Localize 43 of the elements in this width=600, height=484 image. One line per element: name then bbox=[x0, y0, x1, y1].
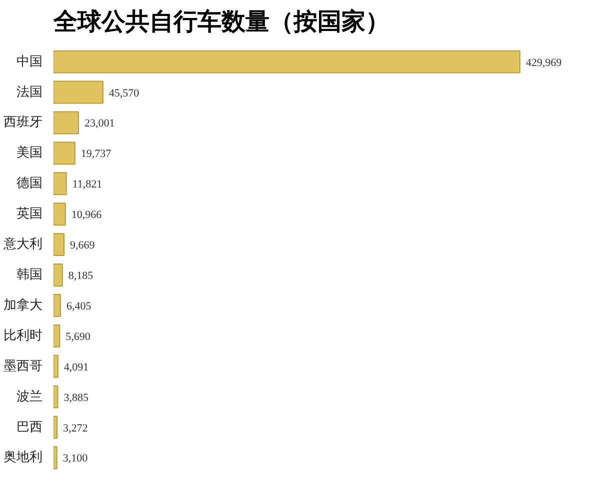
data-label: 10,966 bbox=[71, 209, 102, 222]
bar bbox=[54, 142, 76, 165]
bar bbox=[54, 264, 63, 286]
data-label: 9,669 bbox=[70, 240, 96, 252]
bar bbox=[54, 80, 104, 104]
y-tick-label: 西班牙 bbox=[4, 115, 42, 130]
y-tick-label: 比利时 bbox=[4, 328, 42, 344]
y-tick-label: 奥地利 bbox=[4, 450, 42, 466]
y-tick-label: 美国 bbox=[16, 144, 42, 161]
chart-title: 全球公共自行车数量（按国家） bbox=[52, 8, 390, 36]
bar bbox=[54, 354, 58, 378]
data-label: 23,001 bbox=[84, 118, 115, 130]
bar bbox=[54, 416, 58, 439]
data-label: 11,821 bbox=[72, 178, 102, 191]
data-label: 4,091 bbox=[64, 361, 89, 374]
data-label: 6,405 bbox=[66, 300, 92, 312]
data-label: 3,885 bbox=[64, 392, 89, 404]
y-tick-label: 韩国 bbox=[16, 268, 42, 283]
data-label: 8,185 bbox=[68, 270, 94, 282]
bar bbox=[54, 324, 60, 348]
bar bbox=[54, 202, 66, 226]
data-label: 19,737 bbox=[80, 148, 112, 160]
y-tick-label: 法国 bbox=[16, 84, 42, 100]
bar bbox=[54, 172, 67, 196]
data-label: 5,690 bbox=[66, 330, 91, 343]
y-tick-label: 意大利 bbox=[2, 237, 42, 252]
data-label: 429,969 bbox=[526, 56, 562, 69]
data-label: 45,570 bbox=[108, 87, 140, 100]
data-label: 3,272 bbox=[63, 422, 88, 434]
bar bbox=[54, 294, 61, 317]
bar bbox=[54, 446, 58, 470]
bar bbox=[54, 111, 79, 134]
y-tick-label: 中国 bbox=[16, 54, 42, 70]
bar bbox=[54, 385, 58, 408]
y-tick-label: 德国 bbox=[16, 176, 42, 192]
y-tick-label: 波兰 bbox=[16, 389, 42, 404]
y-tick-label: 加拿大 bbox=[4, 298, 42, 313]
data-label: 3,100 bbox=[62, 452, 88, 465]
y-tick-label: 墨西哥 bbox=[4, 358, 42, 374]
y-tick-label: 巴西 bbox=[16, 420, 42, 435]
bar bbox=[54, 233, 64, 256]
y-tick-label: 英国 bbox=[16, 206, 42, 222]
bar bbox=[54, 50, 520, 74]
